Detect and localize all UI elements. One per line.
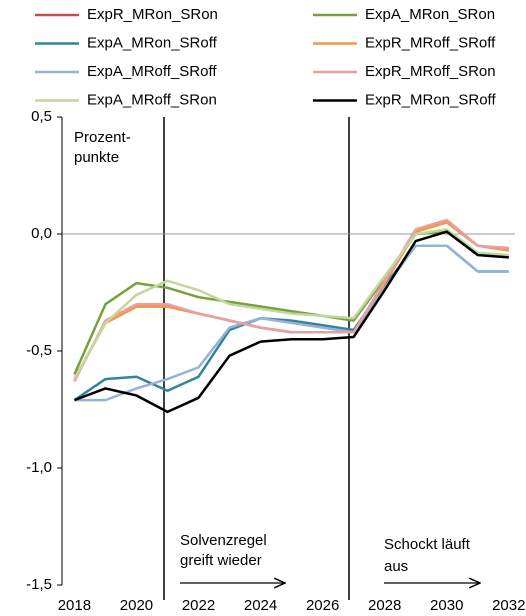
series-line [73, 230, 509, 375]
legend-label: ExpA_MRoff_SRon [87, 91, 217, 108]
legend-label: ExpR_MRon_SRon [87, 6, 218, 23]
annotation: aus [384, 558, 408, 575]
legend-label: ExpR_MRon_SRoff [365, 91, 496, 108]
y-tick-label: 0,5 [31, 108, 52, 125]
unit-label: punkte [74, 149, 119, 166]
annotation: Solvenzregel [180, 532, 267, 549]
x-tick-label: 2022 [182, 597, 215, 614]
x-tick-label: 2018 [58, 597, 91, 614]
annotation: greift wieder [180, 552, 262, 569]
series-line [73, 228, 509, 380]
legend-label: ExpR_MRoff_SRon [365, 63, 496, 80]
x-tick-label: 2026 [306, 597, 339, 614]
unit-label: Prozent- [74, 129, 131, 146]
legend-label: ExpA_MRon_SRon [365, 6, 495, 23]
series-line [73, 218, 509, 382]
y-tick-label: -1,0 [26, 459, 52, 476]
series-line [73, 230, 509, 414]
x-tick-label: 2030 [430, 597, 463, 614]
x-tick-label: 2024 [244, 597, 277, 614]
x-tick-label: 2028 [368, 597, 401, 614]
y-tick-label: -0,5 [26, 342, 52, 359]
y-tick-label: -1,5 [26, 576, 52, 593]
x-tick-label: 2020 [120, 597, 153, 614]
x-tick-label: 2032 [492, 597, 525, 614]
annotation: Schockt läuft [384, 536, 471, 553]
legend-label: ExpA_MRon_SRoff [87, 34, 218, 51]
y-tick-label: 0,0 [31, 225, 52, 242]
series-line [74, 244, 509, 402]
legend-label: ExpR_MRoff_SRoff [365, 34, 496, 51]
legend-label: ExpA_MRoff_SRoff [87, 63, 217, 80]
